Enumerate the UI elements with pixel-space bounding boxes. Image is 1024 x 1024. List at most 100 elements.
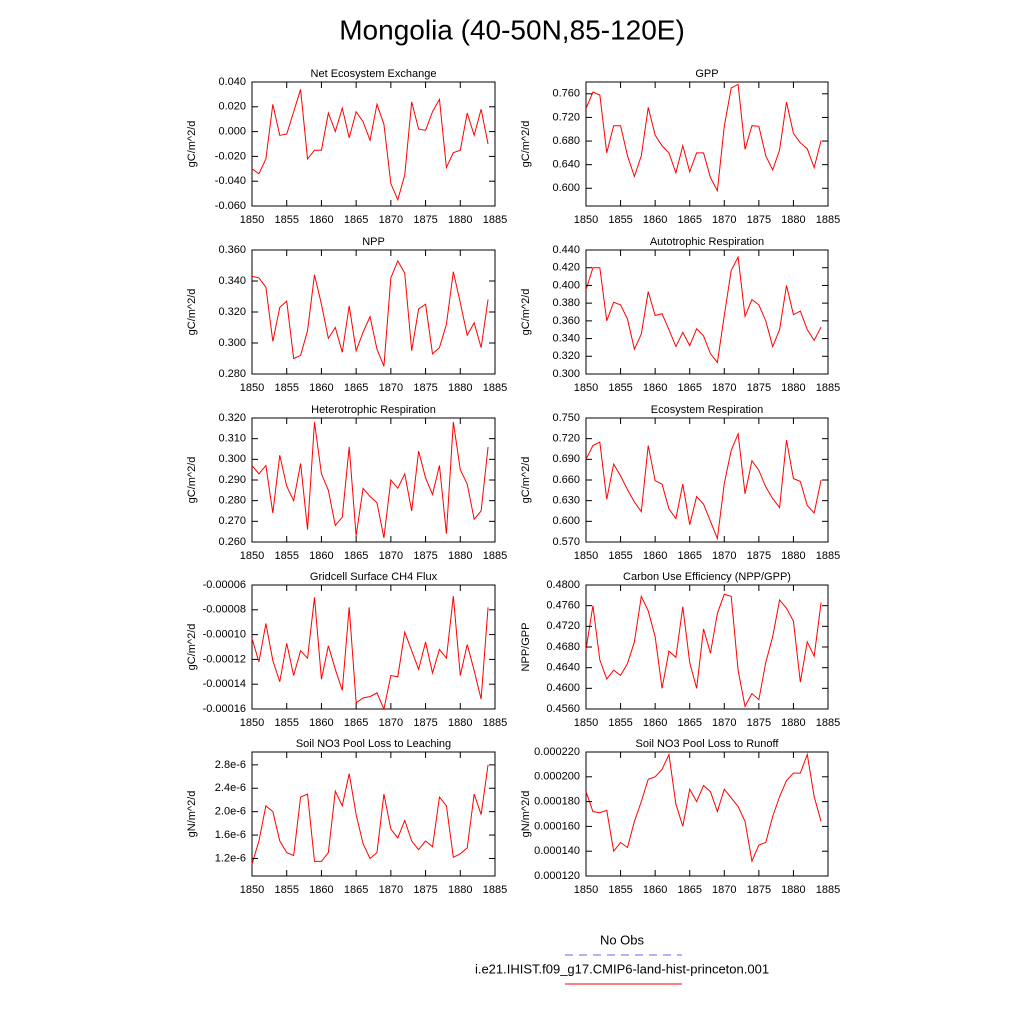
x-tick-label: 1855 [274, 550, 298, 562]
x-tick-label: 1855 [608, 550, 632, 562]
panel-title: Gridcell Surface CH4 Flux [310, 571, 438, 583]
panel-title: Ecosystem Respiration [651, 404, 764, 416]
y-tick-label: 0.4760 [546, 600, 580, 612]
x-tick-label: 1860 [309, 717, 333, 729]
y-tick-label: 0.000120 [534, 870, 580, 882]
y-tick-label: 0.630 [552, 495, 580, 507]
x-tick-label: 1870 [712, 717, 736, 729]
x-tick-label: 1870 [712, 214, 736, 226]
x-tick-label: 1880 [448, 717, 472, 729]
x-tick-label: 1865 [344, 550, 368, 562]
y-tick-label: 0.4680 [546, 641, 580, 653]
data-line [585, 83, 822, 193]
y-tick-label: 0.290 [218, 474, 246, 486]
x-tick-label: 1885 [816, 382, 840, 394]
x-tick-label: 1850 [240, 214, 264, 226]
y-tick-label: 0.000200 [534, 771, 580, 783]
x-tick-label: 1850 [574, 214, 598, 226]
plot-frame [585, 751, 829, 877]
y-tick-label: 0.000140 [534, 845, 580, 857]
x-tick-label: 1885 [483, 717, 507, 729]
figure-title: Mongolia (40-50N,85-120E) [339, 14, 685, 45]
x-tick-label: 1850 [574, 717, 598, 729]
x-tick-label: 1850 [240, 717, 264, 729]
x-tick-label: 1885 [483, 382, 507, 394]
x-tick-label: 1855 [274, 382, 298, 394]
x-tick-label: 1875 [413, 214, 437, 226]
y-axis-label: NPP/GPP [520, 623, 532, 672]
y-tick-label: 0.570 [552, 536, 580, 548]
x-tick-label: 1865 [344, 884, 368, 896]
y-axis-label: gC/m^2/d [520, 289, 532, 336]
x-tick-label: 1860 [643, 214, 667, 226]
y-tick-label: -0.00006 [203, 579, 246, 591]
y-tick-label: 0.600 [552, 182, 580, 194]
y-axis-label: gC/m^2/d [186, 624, 198, 671]
y-tick-label: 0.400 [552, 279, 580, 291]
x-tick-label: 1880 [448, 214, 472, 226]
data-line [585, 593, 822, 708]
y-tick-label: 0.690 [552, 453, 580, 465]
x-tick-label: 1850 [574, 382, 598, 394]
y-tick-label: 0.340 [218, 275, 246, 287]
x-tick-label: 1855 [274, 717, 298, 729]
y-tick-label: 0.280 [218, 495, 246, 507]
x-tick-label: 1850 [574, 550, 598, 562]
x-tick-label: 1870 [379, 717, 403, 729]
x-tick-label: 1885 [816, 717, 840, 729]
y-tick-label: 0.4640 [546, 662, 580, 674]
y-tick-label: 0.000160 [534, 820, 580, 832]
y-tick-label: 0.300 [218, 337, 246, 349]
plot-frame [585, 81, 829, 207]
y-axis-label: gC/m^2/d [520, 121, 532, 168]
x-tick-label: 1855 [608, 884, 632, 896]
x-tick-label: 1870 [712, 382, 736, 394]
x-tick-label: 1885 [816, 884, 840, 896]
y-tick-label: 0.320 [552, 350, 580, 362]
x-tick-label: 1865 [677, 214, 701, 226]
panel-title: Soil NO3 Pool Loss to Leaching [296, 738, 451, 750]
legend-label: No Obs [600, 932, 645, 947]
y-tick-label: -0.00010 [203, 629, 246, 641]
y-tick-label: 0.750 [552, 412, 580, 424]
plot-frame [585, 249, 829, 375]
x-tick-label: 1860 [643, 717, 667, 729]
y-tick-label: 0.720 [552, 433, 580, 445]
x-tick-label: 1875 [747, 382, 771, 394]
y-tick-label: -0.00008 [203, 604, 246, 616]
x-tick-label: 1870 [379, 382, 403, 394]
y-axis-label: gC/m^2/d [520, 457, 532, 504]
x-tick-label: 1850 [240, 382, 264, 394]
data-line [585, 752, 822, 863]
x-tick-label: 1865 [344, 382, 368, 394]
x-tick-label: 1865 [677, 884, 701, 896]
x-tick-label: 1865 [677, 550, 701, 562]
x-tick-label: 1880 [781, 717, 805, 729]
x-tick-label: 1865 [344, 214, 368, 226]
x-tick-label: 1860 [309, 884, 333, 896]
x-tick-label: 1850 [240, 550, 264, 562]
y-tick-label: 0.300 [552, 368, 580, 380]
x-tick-label: 1855 [274, 214, 298, 226]
data-line [251, 422, 489, 538]
x-tick-label: 1880 [781, 382, 805, 394]
y-tick-label: 0.280 [218, 368, 246, 380]
x-tick-label: 1860 [643, 884, 667, 896]
y-tick-label: 0.4600 [546, 682, 580, 694]
panel-title: Autotrophic Respiration [650, 236, 764, 248]
data-line [585, 255, 822, 364]
y-tick-label: 0.320 [218, 412, 246, 424]
y-tick-label: 0.040 [218, 76, 246, 88]
y-tick-label: 0.640 [552, 159, 580, 171]
x-tick-label: 1875 [747, 717, 771, 729]
data-line [251, 89, 489, 202]
y-tick-label: 0.360 [552, 315, 580, 327]
plot-frame [251, 81, 496, 207]
x-tick-label: 1855 [608, 214, 632, 226]
panel-title: NPP [362, 236, 385, 248]
y-tick-label: 0.4560 [546, 703, 580, 715]
y-axis-label: gC/m^2/d [186, 289, 198, 336]
x-tick-label: 1855 [608, 717, 632, 729]
y-axis-label: gN/m^2/d [520, 791, 532, 838]
